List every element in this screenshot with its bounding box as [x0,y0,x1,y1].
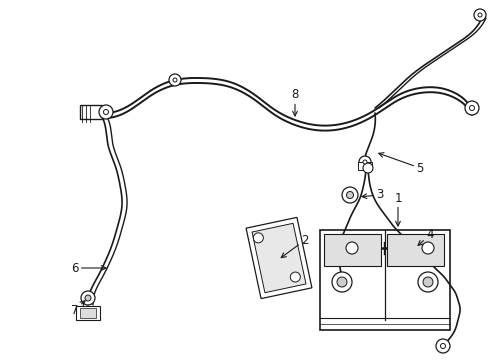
Bar [80,105,102,119]
Circle shape [362,160,366,164]
Circle shape [103,109,108,114]
Bar [319,230,449,330]
Bar [80,308,96,318]
Circle shape [417,272,437,292]
Text: 5: 5 [378,153,423,175]
Text: 6: 6 [71,261,106,274]
Text: 1: 1 [393,192,401,226]
Circle shape [173,78,177,82]
Text: 7: 7 [71,301,85,316]
Circle shape [421,242,433,254]
Bar [76,306,100,320]
Circle shape [169,74,181,86]
Circle shape [81,291,95,305]
Circle shape [331,272,351,292]
Circle shape [290,272,300,282]
Text: 4: 4 [417,229,433,246]
Circle shape [362,163,372,173]
Circle shape [358,156,370,168]
Circle shape [440,343,445,348]
Circle shape [422,277,432,287]
Circle shape [336,277,346,287]
Circle shape [473,9,485,21]
Bar [357,162,371,170]
Circle shape [464,101,478,115]
Text: 3: 3 [361,189,383,202]
Text: 2: 2 [281,234,308,258]
Circle shape [346,192,353,198]
Text: 8: 8 [291,89,298,116]
Circle shape [253,233,263,243]
Circle shape [468,105,473,111]
Circle shape [341,187,357,203]
Circle shape [85,295,91,301]
Bar [251,223,305,293]
Bar [386,234,443,266]
Circle shape [346,242,357,254]
Bar [245,217,311,298]
Circle shape [99,105,113,119]
Circle shape [477,13,481,17]
Circle shape [435,339,449,353]
Bar [324,234,380,266]
